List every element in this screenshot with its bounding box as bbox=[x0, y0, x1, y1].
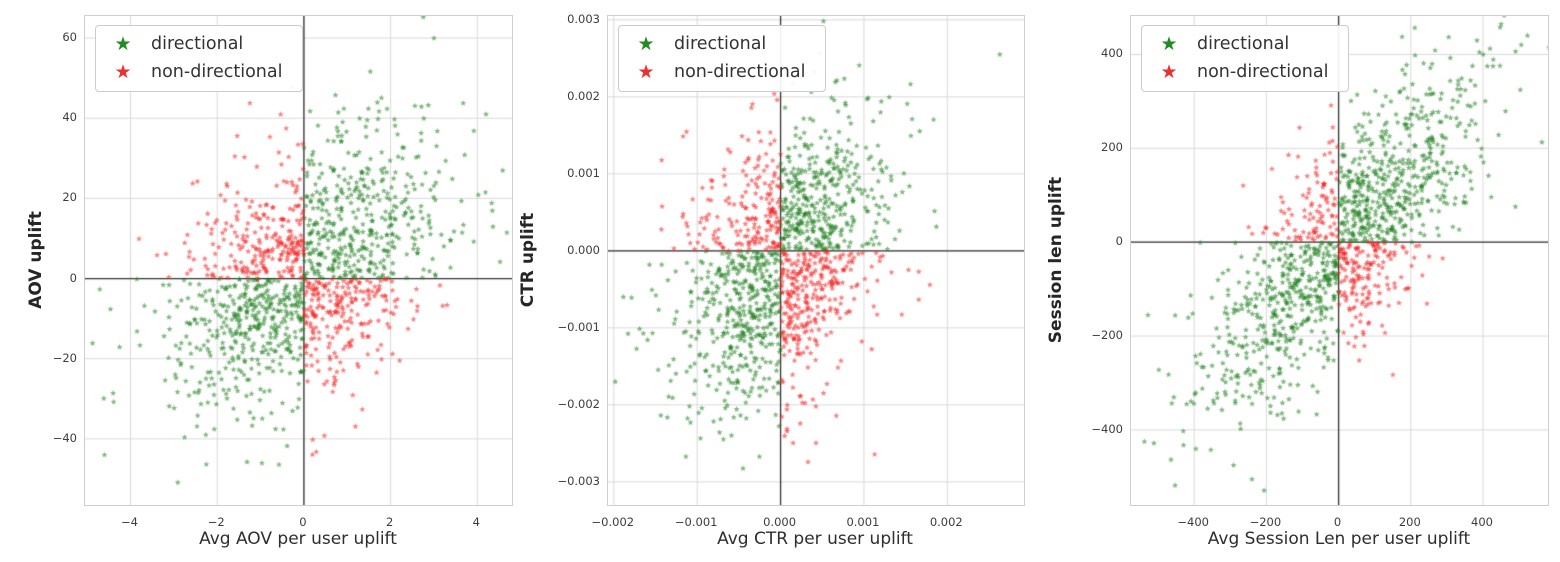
y-tick-label: −200 bbox=[1091, 328, 1123, 343]
y-tick-label: −0.002 bbox=[557, 396, 600, 411]
y-tick-label: −0.003 bbox=[557, 473, 600, 488]
x-tick-label: 0 bbox=[1333, 515, 1342, 529]
y-tick-label: 0.001 bbox=[567, 165, 600, 180]
legend-label: directional bbox=[1197, 34, 1290, 54]
x-tick-label: 0.002 bbox=[929, 515, 963, 529]
x-tick-label: 400 bbox=[1471, 515, 1493, 529]
y-tick-label: −0.001 bbox=[557, 319, 600, 334]
x-tick-label: −2 bbox=[207, 515, 225, 529]
x-tick-label: 0.001 bbox=[846, 515, 880, 529]
x-tick-label: −0.002 bbox=[591, 515, 635, 529]
y-tick-label: 0.000 bbox=[567, 242, 600, 257]
y-tick-label: −40 bbox=[52, 430, 77, 445]
legend: ★ directional ★ non-directional bbox=[95, 25, 304, 92]
y-tick-label: 20 bbox=[62, 190, 77, 205]
star-marker-icon: ★ bbox=[1160, 32, 1178, 55]
y-axis-title-session: Session len uplift bbox=[1046, 176, 1066, 344]
x-tick-label: 2 bbox=[385, 515, 394, 529]
y-tick-label: 0 bbox=[69, 270, 77, 285]
scatter-canvas-aov bbox=[85, 16, 512, 505]
x-tick-label: −4 bbox=[121, 515, 138, 529]
subplot-ctr: ★ directional ★ non-directional bbox=[607, 15, 1025, 506]
legend-item-directional: ★ directional bbox=[109, 34, 282, 54]
legend-label: non-directional bbox=[151, 62, 283, 82]
y-tick-label: −20 bbox=[52, 350, 77, 365]
y-axis-title-aov: AOV uplift bbox=[26, 211, 46, 309]
y-tick-label: 0.003 bbox=[567, 11, 600, 26]
star-marker-icon: ★ bbox=[114, 32, 132, 55]
star-marker-icon: ★ bbox=[114, 60, 132, 83]
star-marker-icon: ★ bbox=[637, 60, 655, 83]
x-tick-label: 4 bbox=[472, 515, 480, 529]
subplot-session: ★ directional ★ non-directional bbox=[1130, 15, 1549, 506]
star-marker-icon: ★ bbox=[1160, 60, 1178, 83]
x-tick-label: −400 bbox=[1177, 515, 1209, 529]
y-axis-title-ctr: CTR uplift bbox=[518, 212, 538, 308]
legend-label: non-directional bbox=[1197, 62, 1329, 82]
y-tick-label: 60 bbox=[62, 30, 77, 45]
y-tick-label: 0.002 bbox=[567, 88, 600, 103]
legend-item-non-directional: ★ non-directional bbox=[632, 62, 805, 82]
x-axis-title-session: Avg Session Len per user uplift bbox=[1207, 529, 1471, 549]
x-tick-label: −0.001 bbox=[674, 515, 718, 529]
scatter-canvas-session bbox=[1131, 16, 1548, 505]
x-tick-label: −200 bbox=[1249, 515, 1282, 529]
y-tick-label: −400 bbox=[1091, 421, 1123, 436]
y-tick-label: 400 bbox=[1101, 46, 1123, 61]
legend-label: directional bbox=[151, 34, 244, 54]
x-tick-label: 0 bbox=[299, 515, 307, 529]
x-tick-label: 200 bbox=[1398, 515, 1421, 529]
legend-item-non-directional: ★ non-directional bbox=[1155, 62, 1328, 82]
y-tick-label: 200 bbox=[1101, 140, 1123, 155]
subplot-aov: ★ directional ★ non-directional bbox=[84, 15, 513, 506]
x-tick-label: 0.000 bbox=[763, 515, 797, 529]
legend-item-non-directional: ★ non-directional bbox=[109, 62, 282, 82]
legend-label: non-directional bbox=[674, 62, 806, 82]
legend: ★ directional ★ non-directional bbox=[1141, 25, 1350, 92]
x-axis-title-ctr: Avg CTR per user uplift bbox=[717, 529, 913, 549]
y-tick-label: 40 bbox=[62, 110, 77, 125]
legend-item-directional: ★ directional bbox=[632, 34, 805, 54]
y-tick-label: 0 bbox=[1115, 234, 1123, 249]
x-axis-title-aov: Avg AOV per user uplift bbox=[199, 529, 397, 549]
scatter-canvas-ctr bbox=[608, 16, 1024, 505]
legend: ★ directional ★ non-directional bbox=[618, 25, 827, 92]
legend-label: directional bbox=[674, 34, 767, 54]
legend-item-directional: ★ directional bbox=[1155, 34, 1328, 54]
star-marker-icon: ★ bbox=[637, 32, 655, 55]
